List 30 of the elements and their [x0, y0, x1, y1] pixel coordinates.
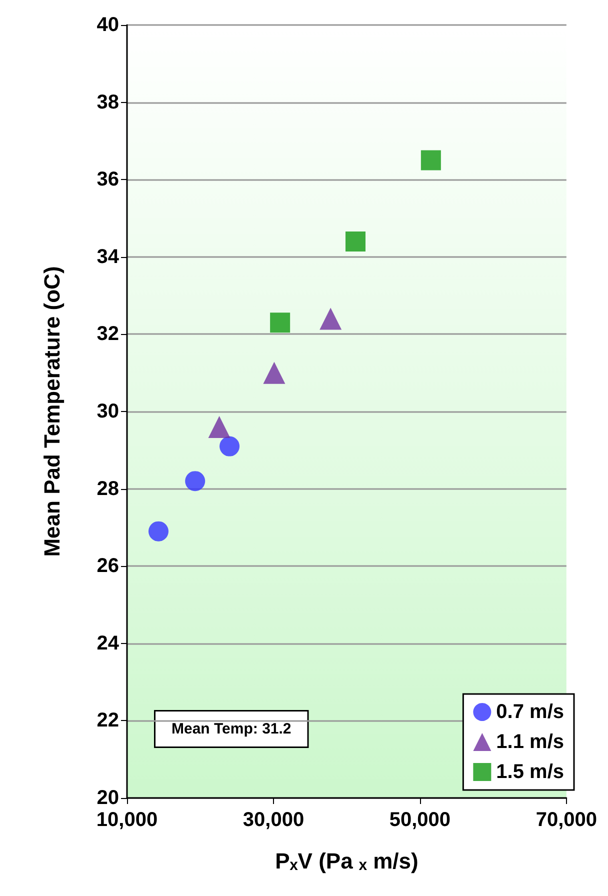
point	[185, 471, 206, 492]
legend-label: 1.5 m/s	[496, 761, 564, 783]
point	[263, 362, 286, 384]
y-tick-label: 36	[96, 168, 119, 191]
x-axis-title: PₓV (Pa ₓ m/s)	[275, 848, 418, 874]
point	[208, 416, 230, 438]
y-tick-label: 40	[96, 14, 119, 36]
point	[420, 150, 441, 170]
annotation: Mean Temp: 31.2	[172, 720, 292, 738]
y-tick-label: 34	[96, 246, 120, 268]
point	[320, 308, 342, 330]
y-tick-label: 26	[96, 555, 119, 578]
y-tick-label: 22	[96, 710, 119, 732]
y-tick-label: 20	[96, 787, 119, 809]
point	[345, 231, 366, 252]
point	[270, 312, 290, 333]
y-tick-label: 28	[96, 478, 119, 500]
point	[220, 436, 240, 456]
point	[148, 521, 168, 542]
y-tick-label: 32	[96, 323, 119, 346]
x-tick-label: 70,000	[536, 809, 597, 831]
y-tick-label: 24	[96, 632, 120, 654]
x-tick-label: 10,000	[96, 809, 158, 831]
x-tick-label: 30,000	[242, 809, 304, 831]
y-tick-label: 38	[96, 91, 119, 114]
y-tick-label: 30	[96, 400, 119, 422]
y-axis-title: Mean Pad Temperature (oC)	[40, 266, 64, 557]
x-tick-label: 50,000	[389, 809, 451, 831]
legend-label: 1.1 m/s	[496, 731, 564, 753]
legend-label: 0.7 m/s	[496, 701, 564, 723]
